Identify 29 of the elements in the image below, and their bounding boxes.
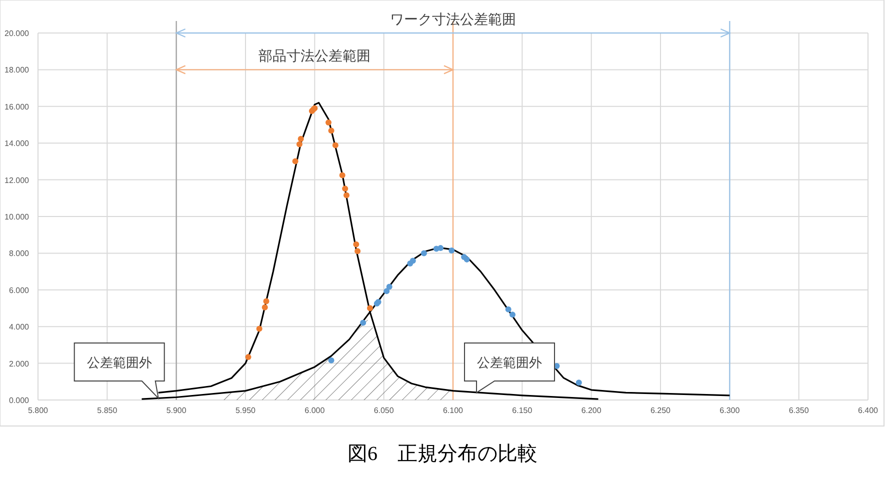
y-tick-label: 2.000	[8, 359, 30, 368]
y-tick-label: 10.000	[4, 212, 30, 222]
x-tick-label: 5.850	[97, 406, 118, 415]
x-tick-label: 6.200	[581, 406, 602, 415]
y-tick-label: 14.000	[4, 139, 30, 148]
x-tick-label: 6.000	[304, 406, 326, 415]
x-tick-label: 6.300	[720, 406, 740, 415]
annotation: 公差範囲外	[86, 355, 152, 370]
y-tick-label: 8.000	[8, 249, 30, 258]
y-tick-label: 4.000	[8, 322, 30, 332]
series-label: 部品寸法公差範囲	[258, 48, 371, 64]
y-tick-label: 6.000	[8, 286, 30, 295]
x-tick-label: 6.150	[512, 406, 533, 415]
x-tick-label: 5.800	[28, 406, 49, 415]
y-tick-label: 16.000	[4, 102, 30, 112]
y-tick-label: 18.000	[4, 66, 30, 75]
x-tick-label: 6.350	[788, 406, 810, 415]
x-tick-label: 6.100	[442, 406, 464, 415]
x-tick-label: 6.250	[650, 406, 672, 415]
x-tick-label: 5.950	[235, 406, 256, 415]
x-tick-label: 6.050	[374, 406, 394, 415]
x-tick-label: 6.400	[858, 406, 879, 415]
series-label: ワーク寸法公差範囲	[390, 11, 516, 27]
y-tick-label: 20.000	[4, 29, 30, 38]
text: 図6 正規分布の比較	[348, 443, 538, 465]
annotation: 公差範囲外	[477, 355, 542, 370]
y-tick-label: 12.000	[4, 176, 30, 185]
x-tick-label: 5.900	[166, 406, 187, 415]
y-tick-label: 0.000	[8, 396, 30, 405]
